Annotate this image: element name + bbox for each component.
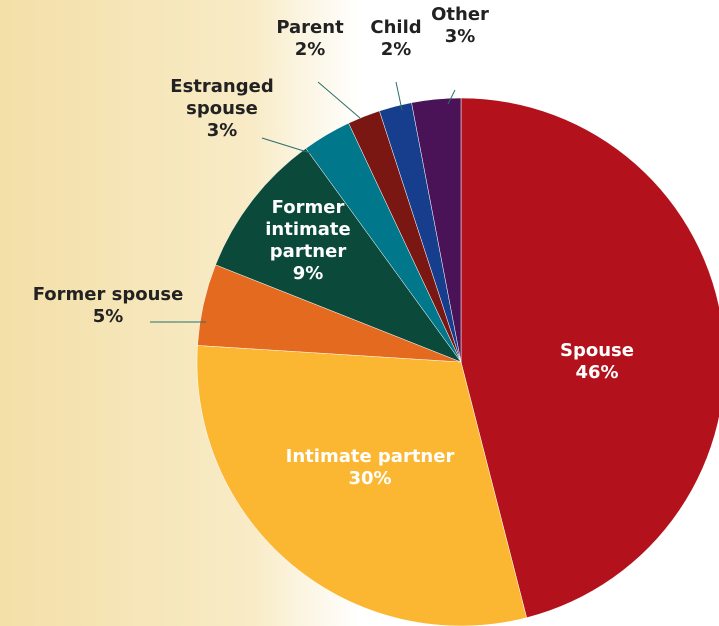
slice-label: Former spouse (33, 284, 184, 305)
leader-line (395, 81, 403, 111)
leader-line (447, 89, 456, 105)
value-label: 2% (381, 39, 412, 60)
value-label: 5% (93, 306, 124, 327)
label-line: spouse (186, 98, 258, 119)
slice-label: Estranged spouse (170, 76, 273, 119)
value-label: 3% (207, 120, 238, 141)
value-label: 46% (575, 362, 618, 383)
slice-label: Intimate partner (286, 446, 455, 467)
slice-label: Child (370, 17, 421, 38)
label-line: Child (370, 17, 421, 38)
value-label: 2% (295, 39, 326, 60)
label-line: Intimate partner (286, 446, 455, 467)
label-line: Former spouse (33, 284, 184, 305)
label-line: Other (431, 4, 489, 25)
slice-label: Parent (276, 17, 344, 38)
value-label: 30% (348, 468, 391, 489)
label-line: Parent (276, 17, 344, 38)
label-line: Former (272, 197, 345, 218)
value-label: 3% (445, 26, 476, 47)
label-line: intimate (265, 219, 350, 240)
label-line: Estranged (170, 76, 273, 97)
pie-slice (460, 97, 719, 619)
leader-line (317, 81, 361, 119)
pie-slice (215, 148, 462, 363)
slice-label: Former intimate partner (265, 197, 350, 262)
value-label: 9% (293, 263, 324, 284)
label-line: Spouse (560, 340, 634, 361)
label-line: partner (270, 241, 347, 262)
slice-label: Other (431, 4, 489, 25)
pie-slice (411, 97, 462, 363)
slice-label: Spouse (560, 340, 634, 361)
leader-line (261, 137, 321, 157)
